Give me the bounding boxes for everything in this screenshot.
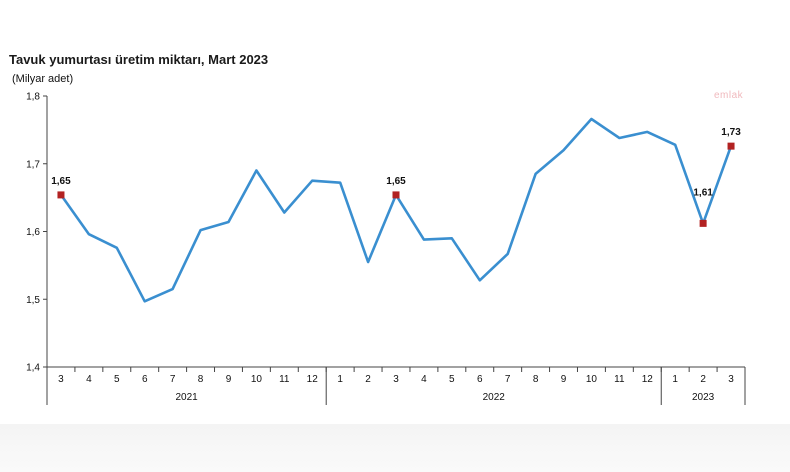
- highlight-marker: [699, 219, 707, 227]
- x-tick-label: 8: [533, 374, 539, 385]
- x-tick-label: 7: [170, 374, 176, 385]
- x-tick-label: 12: [307, 374, 319, 385]
- data-label: 1,61: [693, 187, 713, 198]
- data-label: 1,65: [51, 176, 71, 187]
- y-tick-label: 1,4: [26, 363, 40, 374]
- highlight-marker: [727, 142, 735, 150]
- x-tick-label: 3: [728, 374, 734, 385]
- data-label: 1,73: [721, 127, 741, 138]
- x-tick-label: 5: [449, 374, 455, 385]
- x-tick-label: 7: [505, 374, 511, 385]
- year-label: 2023: [692, 392, 715, 403]
- x-tick-label: 1: [672, 374, 678, 385]
- series-line: [59, 117, 733, 303]
- x-tick-label: 8: [198, 374, 204, 385]
- x-tick-label: 3: [58, 374, 64, 385]
- background-strip: [0, 424, 790, 472]
- x-tick-label: 11: [614, 374, 625, 385]
- highlight-marker: [57, 191, 65, 199]
- x-tick-label: 4: [421, 374, 427, 385]
- y-tick-label: 1,5: [26, 295, 40, 306]
- x-tick-label: 6: [477, 374, 483, 385]
- y-axis-unit-label: (Milyar adet): [12, 73, 74, 85]
- x-tick-label: 3: [393, 374, 399, 385]
- x-tick-label: 2: [700, 374, 706, 385]
- year-label: 2021: [175, 392, 198, 403]
- y-tick-label: 1,7: [26, 159, 40, 170]
- x-tick-label: 12: [642, 374, 654, 385]
- x-tick-label: 10: [251, 374, 263, 385]
- year-label: 2022: [483, 392, 506, 403]
- x-tick-label: 5: [114, 374, 120, 385]
- x-tick-label: 1: [337, 374, 343, 385]
- x-tick-label: 2: [365, 374, 371, 385]
- y-tick-label: 1,6: [26, 227, 40, 238]
- data-label: 1,65: [386, 176, 406, 187]
- x-tick-label: 10: [586, 374, 598, 385]
- x-tick-label: 9: [561, 374, 567, 385]
- chart-title: Tavuk yumurtası üretim miktarı, Mart 202…: [9, 52, 269, 67]
- highlight-marker: [392, 191, 400, 199]
- x-tick-label: 4: [86, 374, 92, 385]
- y-tick-label: 1,8: [26, 92, 40, 103]
- x-tick-label: 6: [142, 374, 148, 385]
- watermark-logo: emlak: [714, 90, 744, 101]
- x-tick-label: 9: [226, 374, 232, 385]
- x-tick-label: 11: [279, 374, 290, 385]
